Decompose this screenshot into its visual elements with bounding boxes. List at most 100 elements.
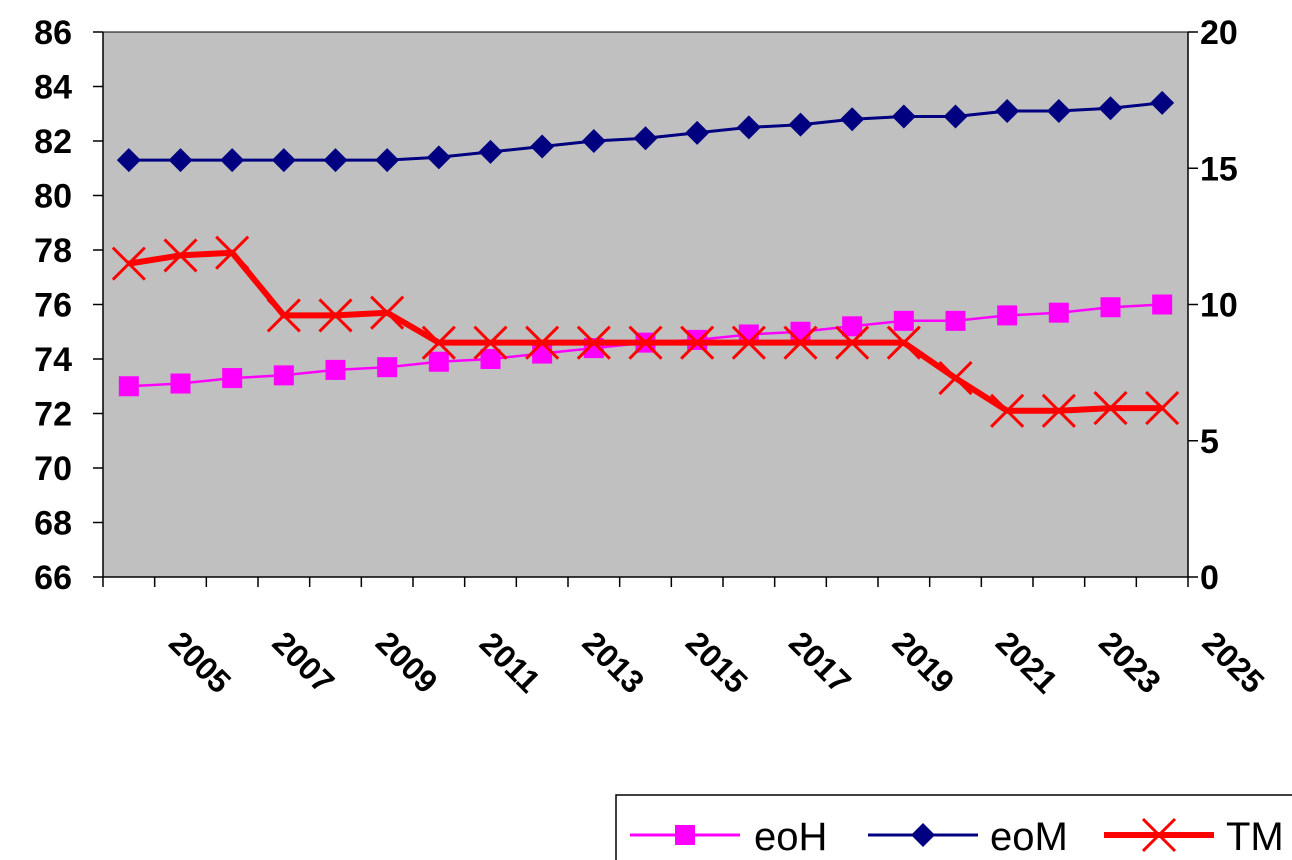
x-tick-label: 2011 [473, 625, 548, 700]
series-layer [111, 90, 1180, 428]
x-tick-label: 2025 [1196, 624, 1272, 700]
data-point-eoM [633, 126, 658, 151]
left-tick-label: 76 [34, 287, 72, 325]
data-point-eoH [997, 305, 1018, 326]
data-point-eoM [1046, 99, 1071, 124]
x-tick-label: 2007 [266, 624, 342, 700]
x-tick-label: 2005 [162, 624, 238, 700]
left-tick-label: 78 [34, 232, 72, 270]
data-point-eoM [375, 148, 400, 173]
legend-label-TM: TM [1226, 815, 1284, 859]
x-tick-label: 2023 [1092, 624, 1168, 700]
data-point-TM [163, 238, 198, 273]
left-tick-label: 72 [34, 396, 72, 434]
left-tick-label: 74 [34, 341, 72, 379]
data-point-eoM [788, 112, 813, 137]
data-point-eoM [323, 148, 348, 173]
right-tick-label: 20 [1200, 14, 1238, 52]
data-point-eoM [426, 145, 451, 170]
data-point-eoH [428, 351, 449, 372]
left-tick-label: 82 [34, 123, 72, 161]
data-point-eoM [685, 120, 710, 145]
data-point-TM [1093, 390, 1128, 426]
left-tick-label: 66 [34, 559, 72, 597]
data-point-eoM [116, 148, 141, 173]
right-tick-label: 5 [1200, 423, 1219, 461]
legend-item-eoH: eoH [630, 815, 827, 859]
data-point-TM [783, 325, 818, 360]
legend-label-eoH: eoH [754, 815, 827, 859]
left-tick-label: 84 [34, 69, 72, 107]
x-tick-label: 2017 [782, 624, 858, 700]
left-axis: 66 68 70 72 74 76 78 80 82 84 86 [34, 14, 104, 597]
right-tick-label: 10 [1200, 287, 1238, 325]
legend-box [615, 794, 1292, 860]
data-point-eoH [325, 359, 346, 380]
data-point-TM [1145, 390, 1180, 426]
data-point-eoH [118, 376, 139, 397]
x-tick-label: 2013 [576, 624, 652, 700]
data-point-eoH [377, 357, 398, 378]
data-point-eoM [736, 115, 761, 140]
data-point-TM [990, 393, 1025, 428]
data-point-eoH [893, 310, 914, 331]
plot-area [102, 31, 1189, 578]
x-tick-label: 2015 [679, 624, 755, 700]
data-point-eoH [1100, 297, 1121, 318]
data-point-eoH [945, 310, 966, 331]
data-point-TM [370, 295, 405, 330]
data-point-TM [886, 325, 921, 360]
data-point-eoH [1152, 294, 1173, 315]
data-point-TM [473, 325, 508, 360]
data-point-TM [525, 325, 560, 360]
data-point-eoM [271, 148, 296, 173]
legend-diamond-marker-icon [911, 823, 935, 847]
data-point-eoM [168, 148, 193, 173]
series-eoM [116, 90, 1175, 173]
data-point-eoM [943, 104, 968, 129]
left-tick-label: 68 [34, 505, 72, 543]
data-point-TM [835, 325, 870, 360]
data-point-TM [628, 325, 663, 360]
x-axis: 2005 2007 2009 2011 2013 2015 2017 2019 2021 2023… [102, 576, 1272, 700]
data-point-TM [318, 298, 353, 333]
data-point-TM [680, 325, 715, 360]
data-point-eoM [840, 107, 865, 132]
legend-item-TM: TM [1104, 815, 1284, 859]
x-tick-label: 2019 [886, 624, 962, 700]
data-point-TM [215, 235, 250, 270]
data-point-eoH [273, 365, 294, 386]
left-tick-label: 70 [34, 450, 72, 488]
data-point-eoH [1048, 302, 1069, 323]
data-point-TM [1041, 393, 1076, 428]
data-point-TM [266, 298, 301, 333]
data-point-eoH [480, 349, 501, 369]
legend: eoH eoM TM [615, 794, 1292, 860]
x-tick-label: 2021 [989, 624, 1065, 700]
legend-x-marker-icon [1141, 817, 1177, 853]
legend-label-eoM: eoM [990, 815, 1068, 859]
x-tick-label: 2009 [369, 624, 445, 700]
right-tick-label: 0 [1200, 559, 1219, 597]
left-tick-label: 86 [34, 14, 72, 52]
data-point-TM [731, 325, 766, 360]
data-point-eoM [891, 104, 916, 129]
data-point-TM [938, 361, 973, 396]
data-point-eoH [790, 321, 811, 342]
legend-square-marker-icon [675, 825, 695, 845]
data-point-TM [111, 246, 146, 281]
data-point-eoM [530, 134, 555, 159]
series-TM [111, 235, 1180, 428]
data-point-eoM [995, 99, 1020, 124]
data-point-eoH [842, 316, 863, 337]
data-point-eoM [478, 139, 503, 164]
data-point-eoM [220, 148, 245, 173]
right-tick-label: 15 [1200, 150, 1238, 188]
data-point-eoH [532, 343, 553, 364]
data-point-eoM [1098, 96, 1123, 121]
data-point-TM [576, 325, 611, 360]
data-point-eoH [222, 368, 243, 389]
data-point-eoM [581, 129, 606, 153]
data-point-TM [421, 325, 456, 360]
